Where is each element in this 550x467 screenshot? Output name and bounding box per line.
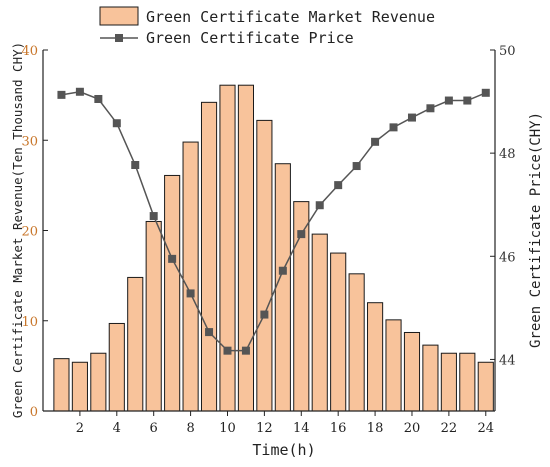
revenue-bar (385, 319, 402, 412)
price-marker (444, 96, 453, 105)
line-series (57, 87, 490, 355)
x-tick-label: 18 (367, 421, 384, 436)
x-tick-label: 22 (441, 421, 458, 436)
price-marker (426, 104, 435, 113)
price-marker (205, 328, 214, 337)
revenue-bar (367, 302, 384, 412)
revenue-bar (71, 361, 88, 412)
price-marker (278, 266, 287, 275)
price-marker (112, 119, 121, 128)
y-axis-right-title: Green Certificate Price(CHY) (528, 112, 544, 348)
revenue-bar (164, 174, 181, 412)
revenue-bar (182, 141, 199, 412)
revenue-bar (274, 163, 291, 412)
revenue-bar (477, 361, 494, 412)
x-tick-label: 24 (478, 421, 495, 436)
revenue-bar (403, 331, 421, 412)
x-tick-label: 12 (256, 421, 273, 436)
x-tick-label: 6 (150, 421, 158, 436)
revenue-bar (219, 84, 236, 412)
price-marker (389, 123, 398, 132)
x-tick-label: 16 (330, 421, 347, 436)
revenue-bar (311, 233, 328, 412)
price-marker (168, 254, 177, 263)
y-left-tick-label: 40 (21, 44, 38, 59)
y-right-tick-label: 44 (499, 353, 516, 368)
x-tick-label: 14 (293, 421, 310, 436)
price-marker (57, 90, 66, 99)
revenue-bar (348, 273, 365, 412)
y-right-tick-label: 50 (499, 44, 516, 59)
price-marker (94, 94, 103, 103)
x-tick-label: 4 (113, 421, 121, 436)
revenue-bar (145, 220, 162, 412)
revenue-bar (237, 84, 254, 412)
legend-bar-swatch (99, 6, 139, 26)
legend-line-label: Green Certificate Price (146, 29, 354, 47)
revenue-bar (90, 352, 107, 412)
revenue-bar (256, 119, 273, 412)
price-marker (75, 87, 84, 96)
y-right-tick-label: 46 (499, 250, 516, 265)
revenue-bar (440, 352, 457, 412)
y-axis-left-title: Green Certificate Market Revenue(Ten Tho… (10, 42, 25, 418)
revenue-bar (330, 252, 347, 412)
x-tick-label: 20 (404, 421, 421, 436)
price-marker (371, 137, 380, 146)
legend: Green Certificate Market Revenue Green C… (99, 6, 435, 47)
price-marker (223, 346, 232, 355)
revenue-bar (127, 276, 144, 412)
x-tick-label: 10 (219, 421, 236, 436)
y-left-tick-label: 10 (21, 315, 38, 330)
bar-series (53, 84, 494, 412)
x-axis-title: Time(h) (252, 441, 315, 459)
price-marker (352, 162, 361, 171)
legend-line-marker (115, 34, 123, 42)
y-left-tick-label: 0 (30, 405, 38, 420)
legend-bar-label: Green Certificate Market Revenue (146, 8, 435, 26)
revenue-bar (108, 322, 125, 412)
price-marker (241, 346, 250, 355)
y-left-tick-label: 20 (21, 225, 38, 240)
x-tick-label: 2 (76, 421, 84, 436)
price-marker (334, 181, 343, 190)
revenue-bar (459, 352, 476, 412)
revenue-bar (422, 344, 439, 412)
x-tick-label: 8 (186, 421, 194, 436)
price-marker (407, 113, 416, 122)
price-line (61, 90, 487, 352)
y-left-tick-label: 30 (21, 134, 38, 149)
y-right-tick-label: 48 (499, 147, 516, 162)
price-marker (297, 230, 306, 239)
price-marker (481, 88, 490, 97)
price-marker (260, 310, 269, 319)
price-marker (131, 161, 140, 169)
revenue-bar (53, 358, 70, 412)
price-marker (186, 289, 195, 298)
revenue-bar (200, 101, 218, 412)
price-marker (463, 96, 472, 105)
price-marker (315, 201, 324, 210)
price-marker (149, 212, 158, 221)
